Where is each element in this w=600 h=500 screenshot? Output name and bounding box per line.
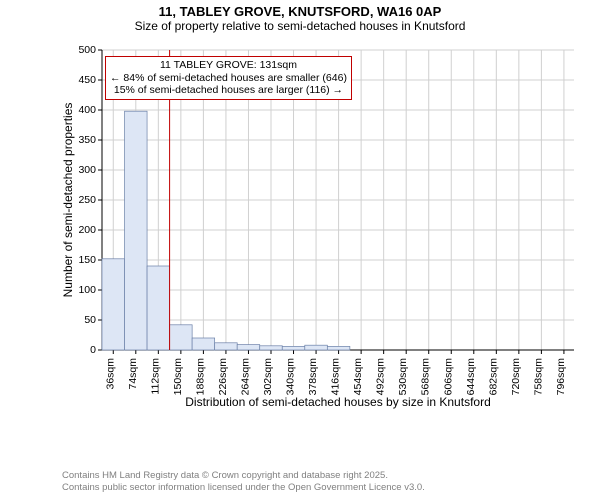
- svg-text:74sqm: 74sqm: [127, 358, 139, 390]
- annotation-line: ← 84% of semi-detached houses are smalle…: [110, 72, 347, 85]
- svg-text:758sqm: 758sqm: [532, 358, 544, 396]
- svg-text:400: 400: [78, 104, 96, 116]
- svg-text:454sqm: 454sqm: [352, 358, 364, 396]
- svg-text:720sqm: 720sqm: [510, 358, 522, 396]
- svg-text:250: 250: [78, 194, 96, 206]
- svg-text:450: 450: [78, 74, 96, 86]
- x-axis-label: Distribution of semi-detached houses by …: [185, 395, 491, 409]
- histogram-bar: [282, 346, 305, 350]
- annotation-box: 11 TABLEY GROVE: 131sqm ← 84% of semi-de…: [105, 56, 352, 100]
- svg-text:0: 0: [90, 344, 96, 356]
- histogram-bar: [237, 345, 260, 350]
- svg-text:264sqm: 264sqm: [239, 358, 251, 396]
- svg-text:568sqm: 568sqm: [420, 358, 432, 396]
- histogram-bar: [147, 266, 170, 350]
- svg-text:416sqm: 416sqm: [330, 358, 342, 396]
- svg-text:682sqm: 682sqm: [487, 358, 499, 396]
- svg-text:340sqm: 340sqm: [285, 358, 297, 396]
- annotation-line: 11 TABLEY GROVE: 131sqm: [110, 59, 347, 72]
- svg-text:492sqm: 492sqm: [375, 358, 387, 396]
- svg-text:150: 150: [78, 254, 96, 266]
- footer-line: Contains HM Land Registry data © Crown c…: [62, 470, 425, 482]
- histogram-bar: [102, 259, 125, 350]
- svg-text:302sqm: 302sqm: [262, 358, 274, 396]
- svg-text:50: 50: [84, 314, 96, 326]
- chart-title: 11, TABLEY GROVE, KNUTSFORD, WA16 0AP: [0, 0, 600, 19]
- footer-line: Contains public sector information licen…: [62, 482, 425, 494]
- svg-text:378sqm: 378sqm: [307, 358, 319, 396]
- y-axis-label: Number of semi-detached properties: [61, 103, 75, 298]
- svg-text:300: 300: [78, 164, 96, 176]
- histogram-bar: [260, 346, 283, 350]
- histogram-bar: [192, 338, 215, 350]
- attribution-footer: Contains HM Land Registry data © Crown c…: [62, 470, 425, 494]
- histogram-bar: [170, 325, 193, 350]
- histogram-bar: [305, 345, 328, 350]
- svg-text:350: 350: [78, 134, 96, 146]
- histogram-bar: [215, 343, 238, 350]
- svg-text:606sqm: 606sqm: [442, 358, 454, 396]
- annotation-line: 15% of semi-detached houses are larger (…: [110, 84, 347, 97]
- chart-subtitle: Size of property relative to semi-detach…: [0, 19, 600, 37]
- svg-text:150sqm: 150sqm: [172, 358, 184, 396]
- svg-text:500: 500: [78, 44, 96, 56]
- histogram-bar: [125, 111, 148, 350]
- svg-text:188sqm: 188sqm: [194, 358, 206, 396]
- svg-text:530sqm: 530sqm: [397, 358, 409, 396]
- histogram-bar: [327, 346, 350, 350]
- chart-container: 11, TABLEY GROVE, KNUTSFORD, WA16 0AP Si…: [0, 0, 600, 500]
- svg-text:100: 100: [78, 284, 96, 296]
- svg-text:796sqm: 796sqm: [555, 358, 567, 396]
- svg-text:226sqm: 226sqm: [217, 358, 229, 396]
- svg-text:112sqm: 112sqm: [149, 358, 161, 395]
- svg-text:36sqm: 36sqm: [104, 358, 116, 390]
- svg-text:200: 200: [78, 224, 96, 236]
- svg-text:644sqm: 644sqm: [465, 358, 477, 396]
